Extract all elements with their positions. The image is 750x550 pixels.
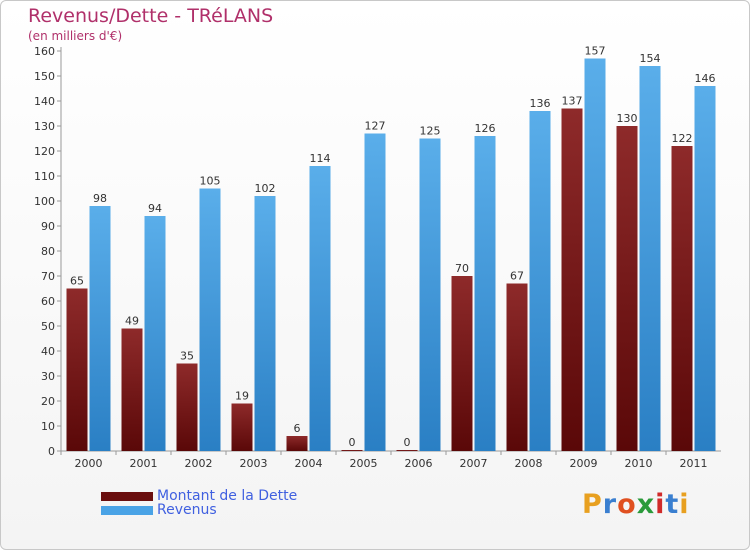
data-label-revenus: 146: [695, 72, 716, 85]
y-tick-label: 100: [34, 195, 55, 208]
x-tick-label: 2004: [295, 457, 323, 470]
bar-debt: [506, 283, 528, 451]
x-tick-label: 2006: [405, 457, 433, 470]
bar-revenus: [639, 66, 661, 451]
bar-debt: [121, 328, 143, 451]
y-tick-label: 90: [41, 220, 55, 233]
bar-revenus: [89, 206, 111, 451]
data-label-debt: 67: [510, 270, 524, 283]
bar-revenus: [419, 138, 441, 451]
data-label-revenus: 136: [530, 97, 551, 110]
x-tick-label: 2001: [130, 457, 158, 470]
logo-letter: x: [636, 489, 656, 520]
x-tick-label: 2011: [680, 457, 708, 470]
data-label-debt: 49: [125, 315, 139, 328]
data-label-debt: 6: [294, 422, 301, 435]
x-tick-label: 2008: [515, 457, 543, 470]
bar-debt: [341, 450, 363, 451]
bar-revenus: [254, 196, 276, 451]
data-label-revenus: 105: [200, 175, 221, 188]
bar-revenus: [584, 58, 606, 451]
bar-debt: [561, 108, 583, 451]
proxiti-logo: Proxiti: [582, 489, 690, 520]
chart-labels: 65 98 49 94 35 105 19 102 6 114 0 127 0 125 70 126 67 136…: [70, 45, 716, 450]
bar-debt: [66, 288, 88, 451]
bar-debt: [671, 146, 693, 451]
data-label-debt: 35: [180, 350, 194, 363]
data-label-revenus: 157: [585, 45, 606, 58]
y-tick-label: 60: [41, 295, 55, 308]
bar-revenus: [199, 188, 221, 451]
data-label-revenus: 94: [148, 202, 162, 215]
bar-debt: [176, 363, 198, 451]
logo-letter: i: [655, 489, 666, 520]
y-tick-label: 150: [34, 70, 55, 83]
bar-revenus: [694, 86, 716, 451]
legend-swatch-debt: [101, 491, 153, 501]
legend-label-debt: Montant de la Dette: [157, 488, 298, 504]
bar-revenus: [309, 166, 331, 451]
y-tick-label: 10: [41, 420, 55, 433]
legend-swatch-revenus: [101, 505, 153, 515]
bar-debt: [616, 126, 638, 451]
x-tick-label: 2010: [625, 457, 653, 470]
chart-axes: 0102030405060708090100110120130140150160…: [34, 45, 721, 470]
x-tick-label: 2003: [240, 457, 268, 470]
legend-item-revenus: Revenus: [101, 502, 217, 518]
y-tick-label: 70: [41, 270, 55, 283]
data-label-revenus: 154: [640, 52, 661, 65]
bar-debt: [451, 276, 473, 451]
data-label-debt: 0: [404, 436, 411, 449]
logo-letter: P: [582, 489, 603, 520]
data-label-revenus: 126: [475, 122, 496, 135]
y-tick-label: 160: [34, 45, 55, 58]
bar-debt: [286, 436, 308, 451]
logo-letter: t: [665, 489, 680, 520]
x-tick-label: 2007: [460, 457, 488, 470]
y-tick-label: 0: [48, 445, 55, 458]
y-tick-label: 20: [41, 395, 55, 408]
x-tick-label: 2005: [350, 457, 378, 470]
y-tick-label: 40: [41, 345, 55, 358]
logo-letter: r: [602, 489, 618, 520]
legend-item-debt: Montant de la Dette: [101, 488, 297, 504]
data-label-debt: 19: [235, 390, 249, 403]
bar-debt: [396, 450, 418, 451]
x-tick-label: 2002: [185, 457, 213, 470]
logo-letter: i: [679, 489, 690, 520]
data-label-debt: 70: [455, 262, 469, 275]
data-label-revenus: 127: [365, 120, 386, 133]
data-label-revenus: 125: [420, 125, 441, 138]
data-label-revenus: 98: [93, 192, 107, 205]
bar-revenus: [144, 216, 166, 451]
bar-revenus: [529, 111, 551, 451]
data-label-debt: 137: [562, 95, 583, 108]
y-tick-label: 110: [34, 170, 55, 183]
bar-revenus: [474, 136, 496, 451]
y-tick-label: 80: [41, 245, 55, 258]
x-tick-label: 2009: [570, 457, 598, 470]
data-label-revenus: 102: [255, 182, 276, 195]
logo-letter: o: [617, 489, 637, 520]
y-tick-label: 140: [34, 95, 55, 108]
x-tick-label: 2000: [75, 457, 103, 470]
data-label-revenus: 114: [310, 152, 331, 165]
y-tick-label: 130: [34, 120, 55, 133]
bar-revenus: [364, 133, 386, 451]
y-tick-label: 50: [41, 320, 55, 333]
data-label-debt: 130: [617, 112, 638, 125]
y-tick-label: 30: [41, 370, 55, 383]
data-label-debt: 65: [70, 275, 84, 288]
chart-subtitle: (en milliers d'€): [28, 29, 123, 43]
chart-bars: [66, 58, 716, 451]
y-tick-label: 120: [34, 145, 55, 158]
data-label-debt: 0: [349, 436, 356, 449]
bar-debt: [231, 403, 253, 451]
chart-title: Revenus/Dette - TRéLANS: [28, 5, 274, 27]
legend-label-revenus: Revenus: [157, 502, 217, 518]
data-label-debt: 122: [672, 132, 693, 145]
